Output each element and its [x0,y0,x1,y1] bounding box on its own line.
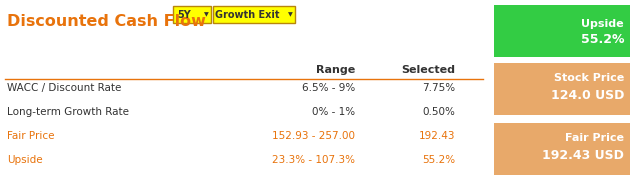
Text: Growth Exit: Growth Exit [215,9,279,20]
Text: 55.2%: 55.2% [581,33,624,46]
Text: 152.93 - 257.00: 152.93 - 257.00 [272,131,355,141]
Text: 124.0 USD: 124.0 USD [550,89,624,102]
Text: 0% - 1%: 0% - 1% [312,107,355,117]
Bar [494,5,630,57]
Text: 6.5% - 9%: 6.5% - 9% [302,83,355,93]
Text: WACC / Discount Rate: WACC / Discount Rate [7,83,121,93]
Text: 192.43: 192.43 [418,131,455,141]
Text: Fair Price: Fair Price [7,131,55,141]
Text: 192.43 USD: 192.43 USD [542,149,624,162]
Text: 7.75%: 7.75% [422,83,455,93]
Text: Upside: Upside [7,155,42,165]
Text: ▼: ▼ [204,12,209,17]
Bar [494,63,630,115]
Text: Upside: Upside [581,19,624,29]
Text: Stock Price: Stock Price [553,73,624,83]
Text: 5Y: 5Y [177,9,191,20]
Text: 55.2%: 55.2% [422,155,455,165]
Text: 0.50%: 0.50% [422,107,455,117]
Text: Long-term Growth Rate: Long-term Growth Rate [7,107,129,117]
Text: Discounted Cash Flow: Discounted Cash Flow [7,14,206,29]
Text: Range: Range [316,65,355,75]
Text: Fair Price: Fair Price [565,133,624,143]
Text: ▼: ▼ [288,12,292,17]
Bar [173,6,211,23]
Text: Selected: Selected [401,65,455,75]
Text: 23.3% - 107.3%: 23.3% - 107.3% [272,155,355,165]
Bar [494,123,630,175]
Bar [213,6,295,23]
